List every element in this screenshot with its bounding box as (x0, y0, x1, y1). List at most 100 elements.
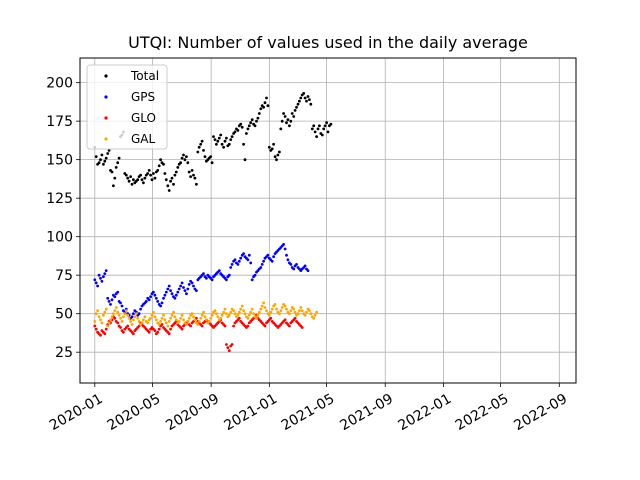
data-point (93, 320, 97, 323)
data-point (262, 105, 265, 109)
data-point (106, 152, 110, 155)
data-point (298, 309, 301, 312)
data-point (142, 318, 145, 322)
data-point (117, 313, 121, 317)
data-point (104, 156, 108, 160)
data-point (296, 312, 300, 316)
data-point (303, 264, 307, 268)
data-point (209, 155, 213, 159)
data-point (169, 327, 173, 331)
data-point (263, 306, 267, 309)
data-point (315, 135, 318, 139)
data-point (295, 105, 298, 109)
data-point (132, 318, 135, 322)
data-point (180, 313, 184, 317)
data-point (250, 307, 254, 311)
data-point (237, 310, 241, 314)
data-point (119, 301, 122, 305)
data-point (199, 316, 203, 320)
data-point (137, 312, 141, 316)
data-point (133, 315, 137, 319)
data-point (177, 320, 181, 323)
data-point (286, 258, 290, 262)
y-axis: 25 50 75 100 125 150 175 200 (46, 76, 80, 361)
data-point (136, 316, 140, 320)
legend: Total GPS GLO GAL (86, 64, 168, 150)
data-point (237, 316, 241, 320)
data-point (312, 124, 316, 128)
data-point (240, 125, 244, 129)
data-point (202, 149, 205, 152)
data-point (313, 130, 317, 134)
data-point (275, 307, 278, 311)
data-point (236, 313, 240, 317)
data-point (146, 321, 150, 325)
data-point (266, 104, 270, 108)
data-point (196, 150, 200, 154)
data-point (202, 272, 205, 275)
data-point (169, 179, 173, 183)
legend-marker (104, 95, 108, 99)
data-point (299, 96, 303, 100)
data-point (273, 303, 277, 306)
data-point (186, 320, 190, 323)
data-point (259, 107, 263, 111)
data-point (164, 321, 168, 325)
data-point (173, 315, 177, 319)
data-point (190, 169, 194, 172)
data-point (160, 316, 164, 320)
data-point (288, 324, 291, 328)
data-point (249, 261, 253, 265)
data-point (130, 315, 134, 319)
data-point (293, 310, 297, 314)
data-point (300, 309, 304, 312)
data-point (167, 320, 171, 323)
data-point (213, 309, 217, 312)
data-point (292, 307, 296, 311)
data-point (156, 330, 160, 334)
data-point (257, 112, 261, 115)
data-point (213, 138, 217, 142)
data-point (103, 332, 107, 336)
data-point (99, 276, 102, 280)
data-point (302, 92, 306, 95)
data-point (220, 313, 224, 317)
data-point (159, 158, 163, 162)
data-point (120, 304, 124, 308)
data-point (256, 116, 260, 120)
data-point (116, 161, 120, 165)
data-point (305, 310, 308, 314)
data-point (293, 109, 297, 112)
data-point (185, 323, 188, 326)
data-point (306, 95, 310, 98)
data-point (143, 176, 147, 180)
data-point (113, 176, 117, 180)
data-point (225, 343, 228, 346)
data-point (110, 170, 114, 174)
data-point (106, 324, 110, 328)
data-point (164, 178, 168, 182)
data-point (103, 310, 107, 314)
data-point (107, 300, 111, 303)
data-point (147, 169, 151, 172)
data-point (99, 158, 102, 162)
data-point (269, 316, 273, 320)
data-point (139, 173, 143, 177)
data-point (249, 310, 253, 314)
data-point (285, 307, 288, 311)
data-point (154, 318, 158, 322)
data-point (166, 287, 170, 291)
data-point (179, 161, 183, 165)
data-point (143, 315, 147, 319)
series-gal (93, 301, 318, 328)
data-point (246, 258, 250, 262)
y-tick-label: 75 (55, 268, 73, 284)
data-point (185, 292, 188, 296)
data-point (183, 289, 187, 292)
data-point (237, 259, 241, 263)
data-point (280, 119, 284, 123)
data-point (273, 155, 277, 159)
data-point (167, 332, 171, 336)
data-point (267, 145, 271, 149)
